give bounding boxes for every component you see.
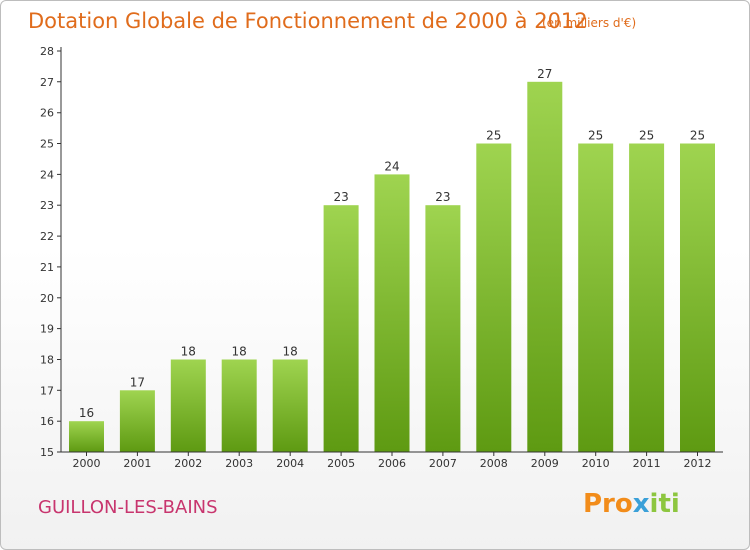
bar-2008	[476, 143, 512, 452]
x-tick-label-2003: 2003	[225, 457, 253, 470]
unit-note: (en milliers d'€)	[542, 16, 637, 30]
y-tick-label-28: 28	[40, 45, 54, 58]
bar-2006	[374, 174, 410, 452]
y-tick-label-25: 25	[40, 138, 54, 151]
x-tick-label-2007: 2007	[429, 457, 457, 470]
y-tick-label-23: 23	[40, 199, 54, 212]
bar-value-label-2012: 25	[690, 129, 705, 143]
bar-value-label-2009: 27	[537, 67, 552, 81]
y-tick-label-18: 18	[40, 354, 54, 367]
x-tick-label-2010: 2010	[582, 457, 610, 470]
bar-2010	[578, 143, 614, 452]
x-tick-label-2012: 2012	[684, 457, 712, 470]
x-tick-label-2005: 2005	[327, 457, 355, 470]
y-tick-label-27: 27	[40, 76, 54, 89]
bar-2005	[323, 205, 359, 452]
bar-2012	[680, 143, 715, 452]
x-tick-label-2004: 2004	[276, 457, 304, 470]
bar-2007	[425, 205, 461, 452]
bar-2004	[272, 359, 308, 452]
bar-2001	[119, 390, 155, 452]
y-tick-label-21: 21	[40, 261, 54, 274]
bar-2002	[170, 359, 206, 452]
y-tick-label-15: 15	[40, 446, 54, 459]
y-tick-label-22: 22	[40, 230, 54, 243]
bar-value-label-2003: 18	[232, 345, 247, 359]
bar-value-label-2005: 23	[333, 190, 348, 204]
proxiti-logo: Proxiti	[583, 489, 680, 519]
bar-value-label-2000: 16	[79, 406, 94, 420]
y-tick-label-17: 17	[40, 384, 54, 397]
bar-value-label-2004: 18	[283, 345, 298, 359]
commune-name: GUILLON-LES-BAINS	[38, 497, 218, 518]
y-tick-label-26: 26	[40, 107, 54, 120]
x-tick-label-2002: 2002	[174, 457, 202, 470]
bar-2011	[629, 143, 665, 452]
y-tick-label-16: 16	[40, 415, 54, 428]
x-tick-label-2009: 2009	[531, 457, 559, 470]
bar-value-label-2011: 25	[639, 129, 654, 143]
bar-value-label-2008: 25	[486, 129, 501, 143]
x-tick-label-2006: 2006	[378, 457, 406, 470]
y-tick-label-20: 20	[40, 292, 54, 305]
chart-title: Dotation Globale de Fonctionnement de 20…	[28, 9, 588, 33]
bar-2003	[221, 359, 257, 452]
y-tick-label-24: 24	[40, 168, 54, 181]
x-tick-label-2000: 2000	[73, 457, 101, 470]
bar-2009	[527, 81, 563, 453]
x-tick-label-2001: 2001	[123, 457, 151, 470]
bar-value-label-2010: 25	[588, 129, 603, 143]
x-tick-label-2008: 2008	[480, 457, 508, 470]
bar-value-label-2002: 18	[181, 345, 196, 359]
bar-value-label-2007: 23	[435, 190, 450, 204]
bar-value-label-2006: 24	[384, 159, 399, 173]
y-tick-label-19: 19	[40, 323, 54, 336]
bar-value-label-2001: 17	[130, 375, 145, 389]
bar-2000	[69, 421, 104, 452]
x-tick-label-2011: 2011	[633, 457, 661, 470]
